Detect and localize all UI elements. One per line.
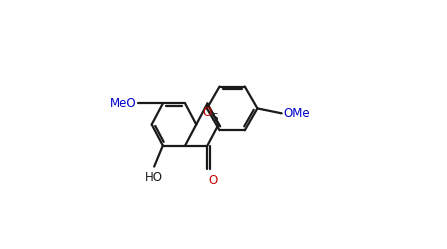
Text: HO: HO (145, 171, 163, 184)
Text: S: S (212, 113, 219, 123)
Text: O: O (202, 106, 212, 119)
Text: O: O (209, 174, 218, 187)
Text: OMe: OMe (283, 107, 310, 120)
Text: MeO: MeO (110, 97, 137, 110)
